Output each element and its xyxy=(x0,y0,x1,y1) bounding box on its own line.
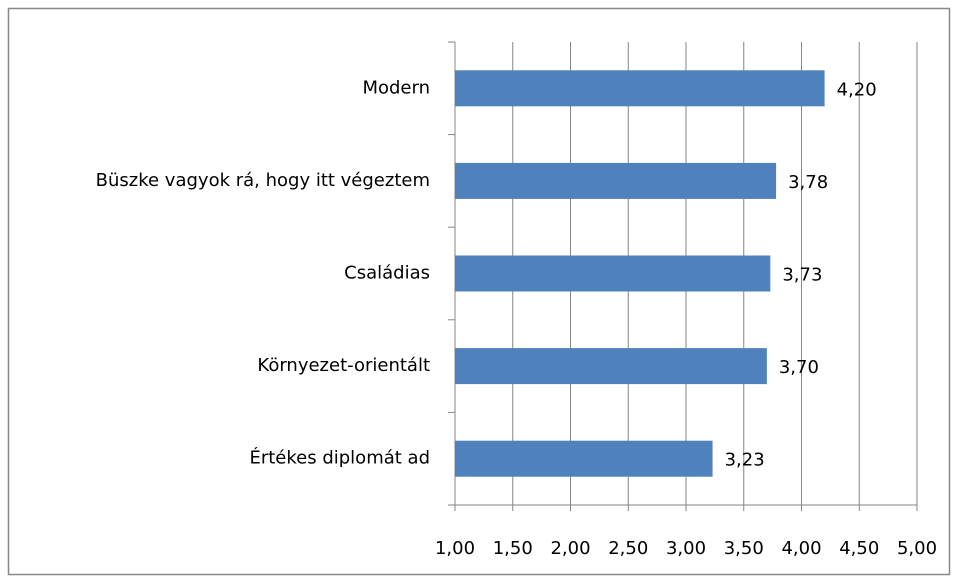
x-tick-label: 3,00 xyxy=(666,538,706,559)
y-tick-label: Környezet-orientált xyxy=(257,355,430,376)
bar xyxy=(455,440,713,477)
y-tick-label: Értékes diplomát ad xyxy=(249,447,430,469)
x-tick-label: 1,50 xyxy=(493,538,533,559)
bar xyxy=(455,70,825,107)
x-tick-label: 5,00 xyxy=(897,538,937,559)
x-tick-label: 4,00 xyxy=(781,538,821,559)
bar xyxy=(455,255,771,292)
x-tick-label: 1,00 xyxy=(435,538,475,559)
x-tick-label: 3,50 xyxy=(724,538,764,559)
value-label: 3,23 xyxy=(725,450,765,471)
y-tick-label: Modern xyxy=(362,77,430,98)
bar xyxy=(455,348,767,385)
y-tick-label: Büszke vagyok rá, hogy itt végeztem xyxy=(96,170,430,191)
value-label: 4,20 xyxy=(837,79,877,100)
x-tick-label: 4,50 xyxy=(839,538,879,559)
value-label: 3,73 xyxy=(782,265,822,286)
value-label: 3,70 xyxy=(779,357,819,378)
bar xyxy=(455,162,777,199)
value-label: 3,78 xyxy=(788,172,828,193)
y-tick-label: Családias xyxy=(344,263,430,284)
x-tick-label: 2,50 xyxy=(608,538,648,559)
x-tick-label: 2,00 xyxy=(550,538,590,559)
